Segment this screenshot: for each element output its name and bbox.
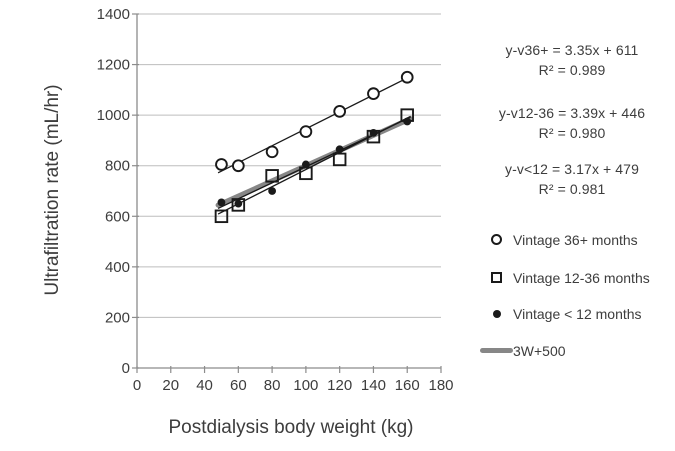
equation-vintage-12-36: y-v12-36 = 3.39x + 446 R² = 0.980 [460, 103, 675, 143]
data-point-vintage-36-months [299, 125, 313, 138]
data-point-vintage-12-months [301, 160, 310, 169]
filled-dot-marker-icon [492, 309, 501, 318]
y-axis-title: Ultrafiltration rate (mL/hr) [42, 84, 63, 295]
data-point-vintage-12-36-months [231, 198, 246, 212]
x-tick-label: 60 [230, 377, 247, 394]
legend-item-vintage-under12: Vintage < 12 months [480, 305, 642, 322]
y-tick-label: 600 [105, 208, 130, 225]
data-point-vintage-12-months [369, 128, 378, 137]
x-tick-label: 40 [196, 377, 213, 394]
data-point-vintage-12-months [403, 117, 412, 126]
y-tick-label: 0 [122, 360, 130, 377]
trendline-vintage-36-months [217, 75, 411, 174]
data-point-vintage-36-months [215, 158, 228, 171]
legend-item-3w500: 3W+500 [480, 342, 566, 359]
x-tick-label: 80 [264, 377, 281, 394]
data-point-vintage-36-months [265, 145, 279, 159]
data-point-vintage-36-months [333, 104, 347, 118]
legend-label: 3W+500 [513, 342, 566, 359]
open-square-marker-icon [491, 272, 502, 283]
data-point-vintage-12-36-months [214, 209, 229, 224]
x-tick-label: 0 [133, 377, 141, 394]
y-tick-label: 1000 [97, 107, 130, 124]
data-point-vintage-36-months [231, 159, 245, 173]
x-axis-title: Postdialysis body weight (kg) [169, 417, 414, 438]
x-tick-label: 20 [162, 377, 179, 394]
data-point-vintage-12-36-months [332, 152, 347, 167]
gray-line-marker-icon [480, 348, 513, 353]
x-tick-label: 140 [361, 377, 386, 394]
equation-vintage-under12: y-v<12 = 3.17x + 479 R² = 0.981 [460, 159, 675, 199]
data-point-vintage-12-36-months [265, 169, 279, 183]
equation-text: y-v12-36 = 3.39x + 446 [498, 105, 646, 121]
legend-label: Vintage < 12 months [513, 305, 642, 322]
data-point-vintage-12-months [217, 198, 226, 207]
legend-label: Vintage 36+ months [513, 231, 638, 248]
data-point-vintage-12-months [268, 187, 277, 195]
r-squared-text: R² = 0.980 [538, 125, 606, 141]
trendline-vintage-12-months [217, 116, 411, 209]
data-point-vintage-12-months [234, 199, 243, 208]
x-tick-label: 120 [327, 377, 352, 394]
legend-label: Vintage 12-36 months [513, 269, 650, 286]
equation-text: y-v<12 = 3.17x + 479 [505, 161, 639, 177]
data-point-vintage-36-months [400, 70, 414, 84]
r-squared-text: R² = 0.989 [538, 62, 606, 78]
y-tick-label: 1200 [97, 57, 130, 74]
y-tick-label: 800 [105, 158, 130, 175]
data-point-vintage-12-months [335, 145, 344, 154]
y-tick-label: 1400 [97, 6, 130, 23]
r-squared-text: R² = 0.981 [538, 181, 606, 197]
legend-item-vintage-12-36: Vintage 12-36 months [480, 269, 650, 286]
x-tick-label: 180 [428, 377, 453, 394]
data-point-vintage-36-months [367, 87, 380, 101]
x-tick-label: 100 [293, 377, 318, 394]
legend-item-vintage-36plus: Vintage 36+ months [480, 231, 638, 248]
x-tick-label: 160 [395, 377, 420, 394]
equation-vintage-36plus: y-v36+ = 3.35x + 611 R² = 0.989 [460, 40, 675, 80]
equation-text: y-v36+ = 3.35x + 611 [505, 42, 639, 58]
y-tick-label: 200 [105, 309, 130, 326]
y-tick-label: 400 [105, 259, 130, 276]
open-circle-marker-icon [491, 234, 502, 245]
